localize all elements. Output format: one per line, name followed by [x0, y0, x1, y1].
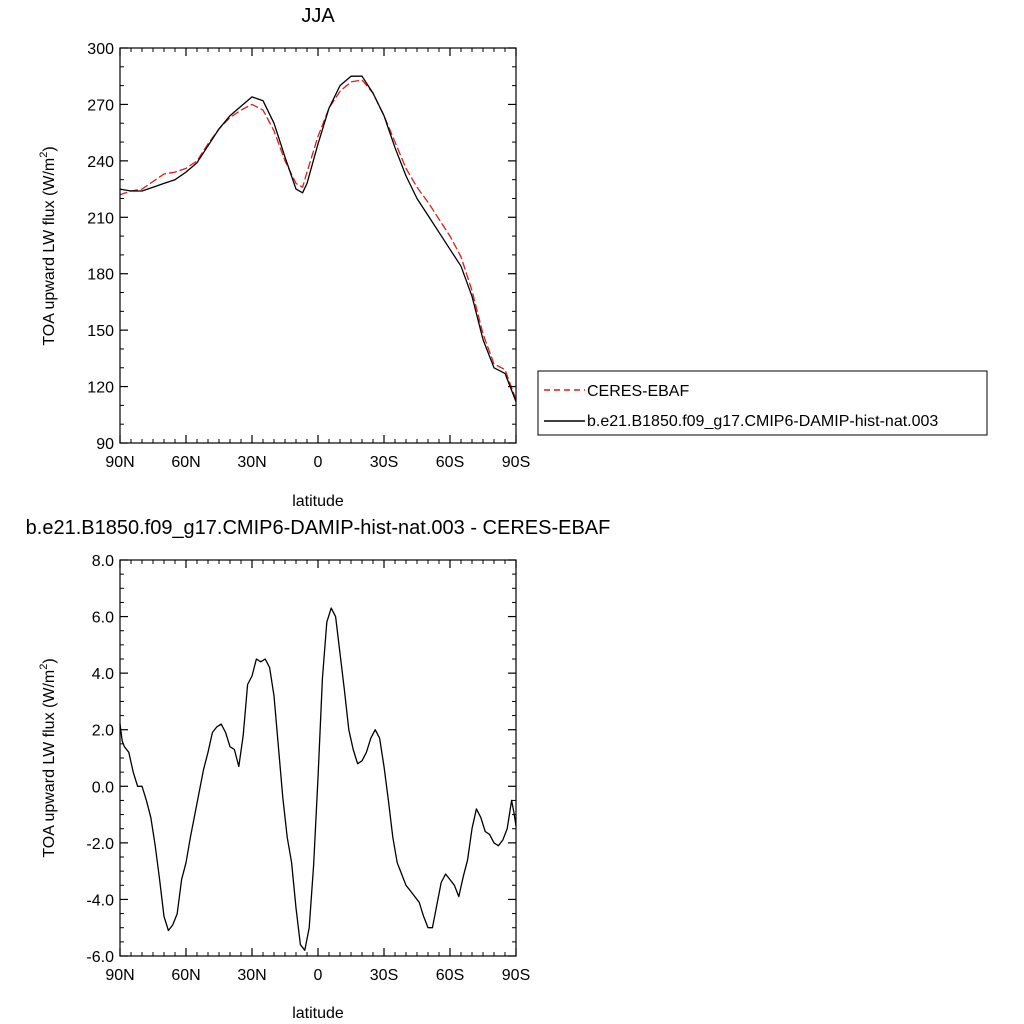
- top-y-axis-label-superscript: 2: [38, 152, 50, 158]
- bottom-y-tick-label: 6.0: [92, 610, 114, 627]
- bottom-y-axis-label: TOA upward LW flux (W/m2): [38, 658, 58, 857]
- bottom-axis-ticks: 90N 60N 30N 0 30S 60S 90S -6.0 -4.0 -2.0 0.0 2.0 4.0…: [86, 553, 530, 984]
- top-x-tick-label: 60S: [436, 454, 464, 471]
- bottom-y-tick-label: 8.0: [92, 553, 114, 570]
- bottom-y-tick-label: -4.0: [86, 892, 114, 909]
- top-series-line-0: [119, 79, 517, 401]
- top-x-tick-label: 0: [314, 454, 323, 471]
- top-y-tick-label: 270: [87, 97, 114, 114]
- top-y-tick-label: 90: [96, 436, 114, 453]
- bottom-y-axis-label-superscript: 2: [38, 664, 50, 670]
- bottom-panel: b.e21.B1850.f09_g17.CMIP6-DAMIP-hist-nat…: [26, 517, 611, 1022]
- top-chart-title: JJA: [301, 5, 335, 27]
- bottom-x-axis-label: latitude: [292, 1005, 344, 1022]
- legend-label-model: b.e21.B1850.f09_g17.CMIP6-DAMIP-hist-nat…: [587, 413, 938, 430]
- bottom-x-tick-label: 30S: [370, 967, 398, 984]
- top-x-tick-label: 30N: [237, 454, 266, 471]
- top-x-tick-label: 60N: [171, 454, 200, 471]
- bottom-x-tick-label: 30N: [237, 967, 266, 984]
- bottom-chart-title: b.e21.B1850.f09_g17.CMIP6-DAMIP-hist-nat…: [26, 517, 611, 539]
- top-x-axis-label: latitude: [292, 493, 344, 510]
- top-y-tick-label: 240: [87, 154, 114, 171]
- bottom-x-tick-label: 90N: [105, 967, 134, 984]
- top-y-tick-label: 210: [87, 210, 114, 227]
- top-x-tick-label: 30S: [370, 454, 398, 471]
- top-x-tick-label: 90S: [502, 454, 530, 471]
- top-axis-ticks: 90N 60N 30N 0 30S 60S 90S 90 120 150 180 210 240 270 3…: [87, 41, 530, 471]
- top-y-tick-label: 120: [87, 380, 114, 397]
- bottom-series-line-0: [119, 607, 517, 951]
- top-y-tick-label: 180: [87, 267, 114, 284]
- bottom-x-tick-label: 60S: [436, 967, 464, 984]
- legend-label-ceres-ebaf: CERES-EBAF: [587, 383, 689, 400]
- bottom-x-tick-label: 0: [314, 967, 323, 984]
- bottom-y-axis-label-suffix: ): [41, 658, 58, 663]
- bottom-y-tick-label: 4.0: [92, 666, 114, 683]
- top-y-tick-label: 300: [87, 41, 114, 58]
- bottom-y-tick-label: 0.0: [92, 779, 114, 796]
- top-y-axis-label-suffix: ): [41, 146, 58, 151]
- bottom-x-tick-label: 90S: [502, 967, 530, 984]
- top-y-axis-label: TOA upward LW flux (W/m2): [38, 146, 58, 345]
- top-panel: JJA 90N 60N 30N 0 30S 60S 90S 90 120 150 180 210 240…: [38, 5, 530, 510]
- top-x-tick-label: 90N: [105, 454, 134, 471]
- bottom-y-axis-label-text: TOA upward LW flux (W/m: [41, 670, 58, 858]
- bottom-y-tick-label: 2.0: [92, 723, 114, 740]
- top-series-group: [119, 75, 517, 403]
- bottom-x-tick-label: 60N: [171, 967, 200, 984]
- bottom-y-tick-label: -2.0: [86, 836, 114, 853]
- top-y-axis-label-text: TOA upward LW flux (W/m: [41, 158, 58, 346]
- bottom-series-group: [119, 607, 517, 951]
- legend-box: [537, 370, 988, 436]
- legend: CERES-EBAF b.e21.B1850.f09_g17.CMIP6-DAM…: [537, 370, 988, 436]
- bottom-y-tick-label: -6.0: [86, 949, 114, 966]
- top-series-line-1: [119, 75, 517, 403]
- top-y-tick-label: 150: [87, 323, 114, 340]
